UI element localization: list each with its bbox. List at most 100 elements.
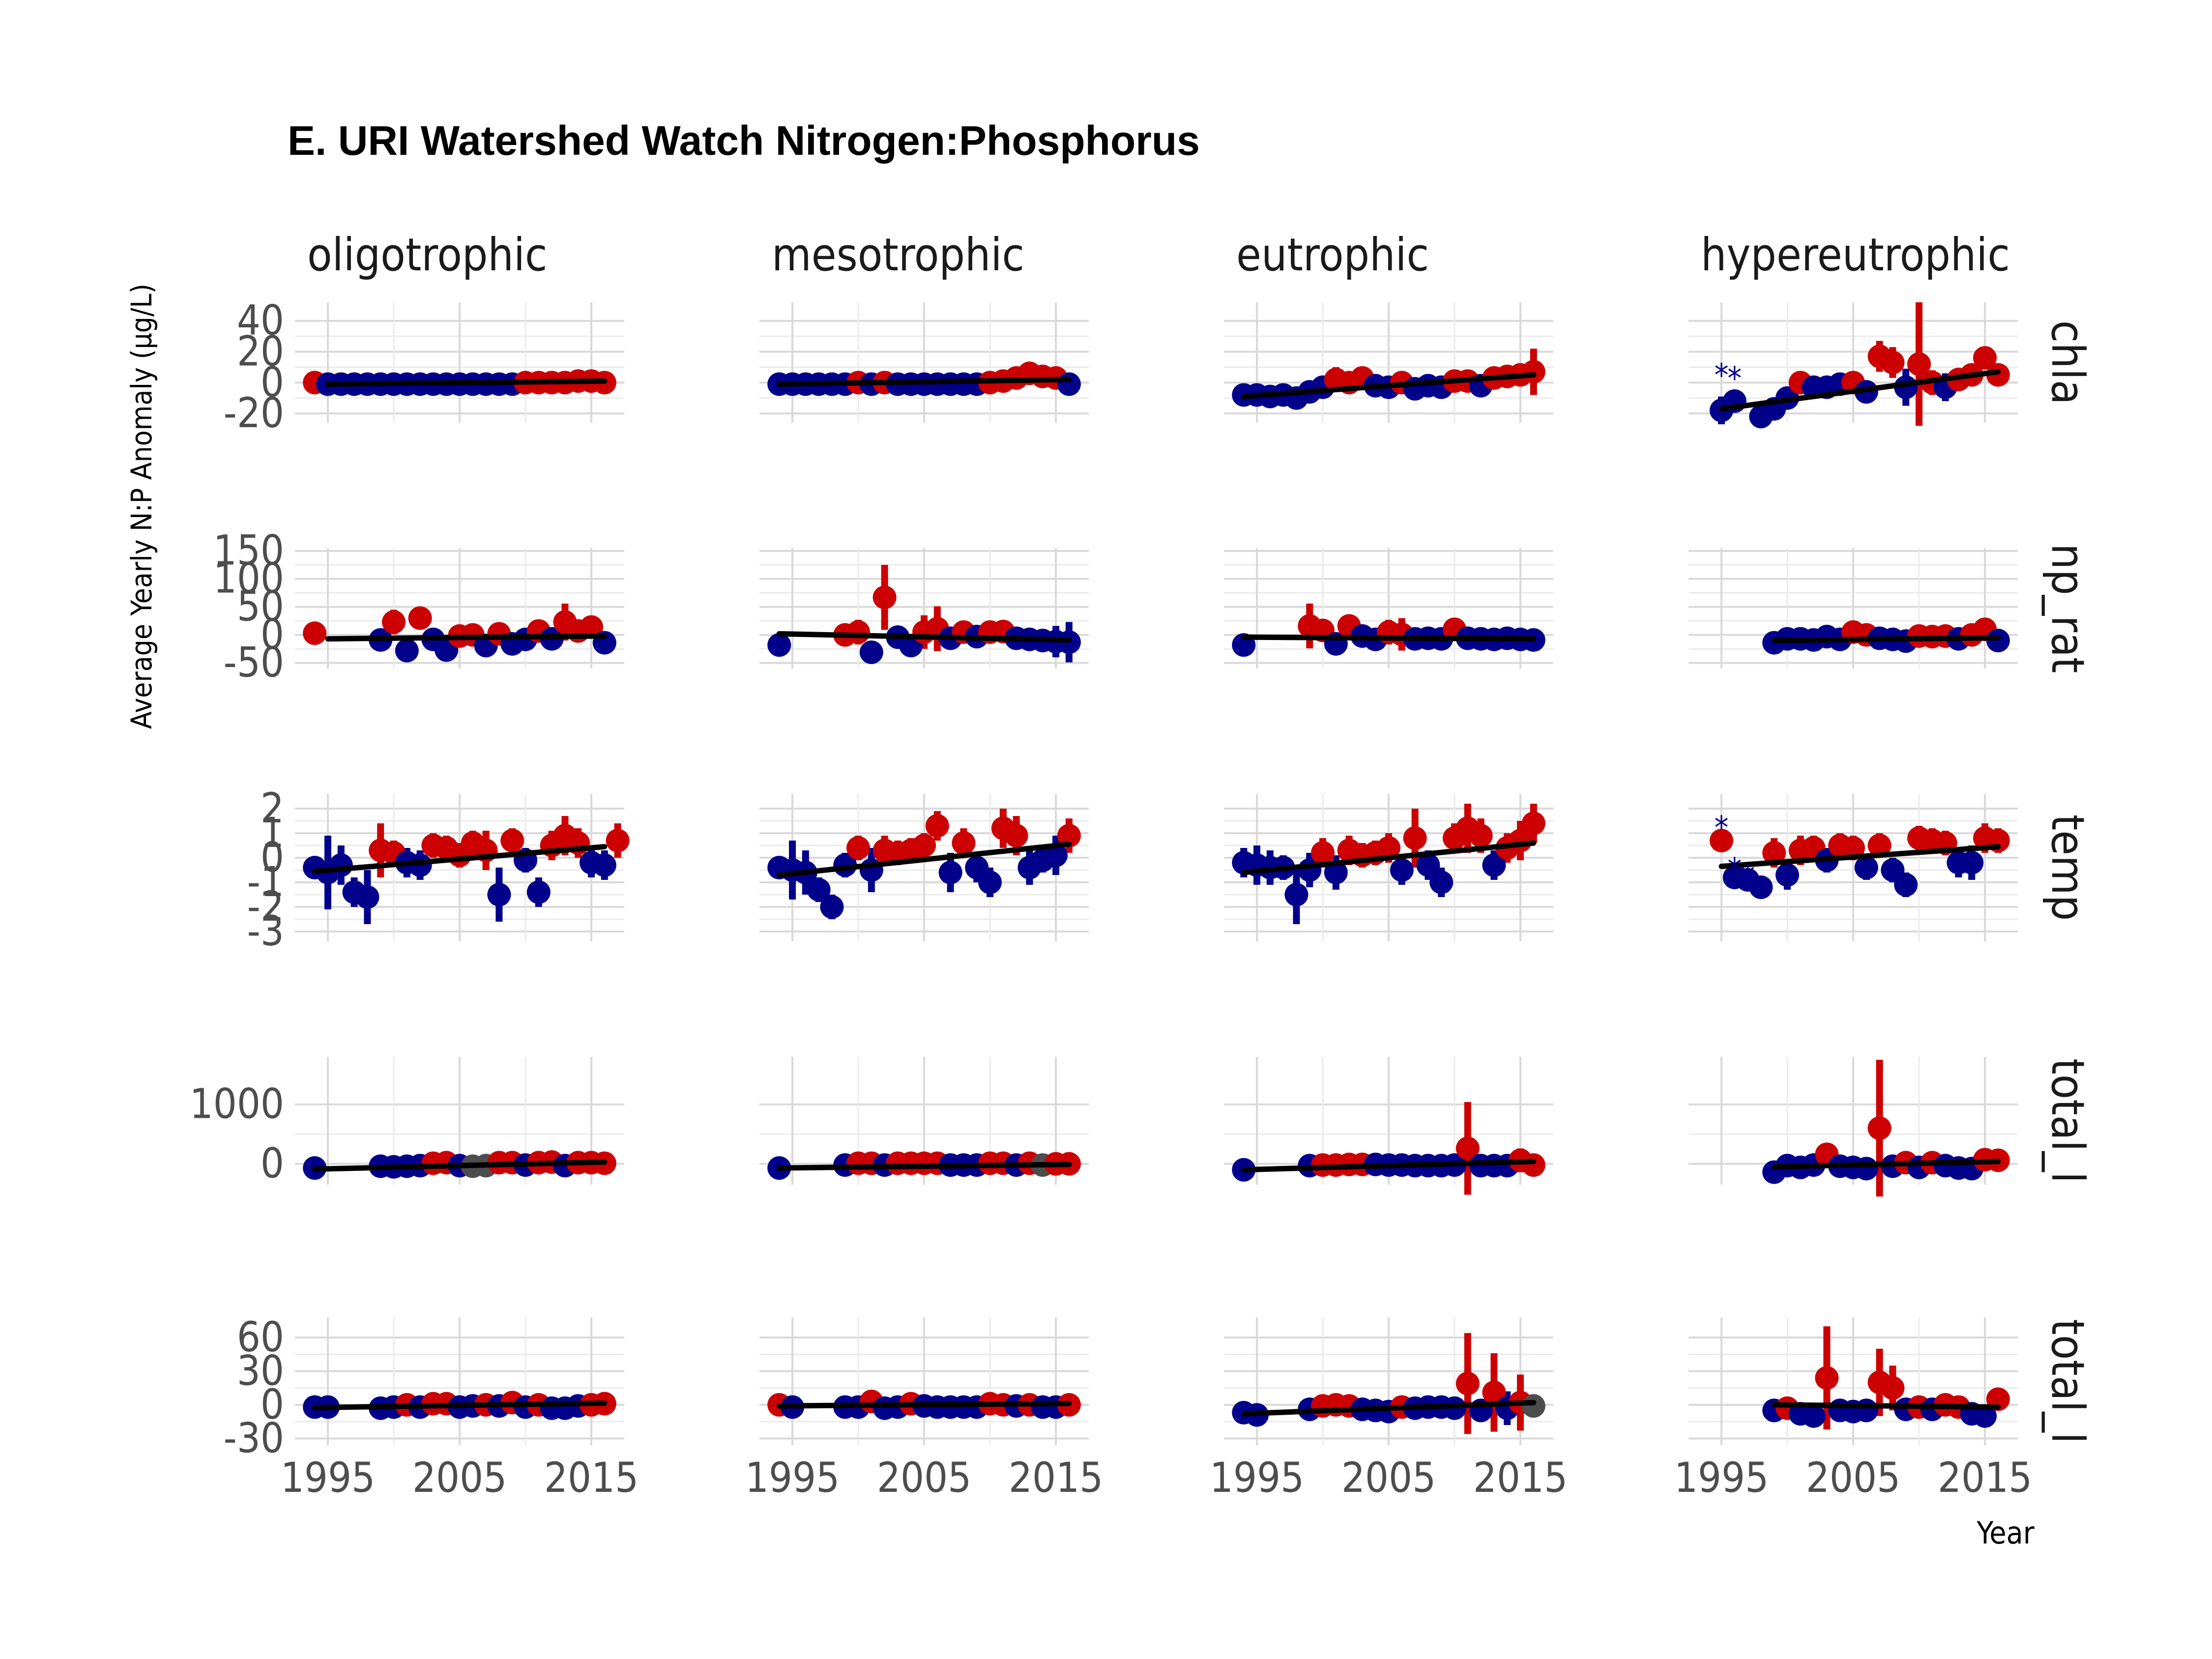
panel-eutrophic-chla — [1224, 302, 1553, 423]
data-point — [1894, 873, 1918, 897]
data-point — [1324, 861, 1348, 884]
panel-hypereutrophic-total_l: 1995 2005 2015 — [1674, 1317, 2032, 1502]
trend-line — [776, 1162, 1072, 1171]
data-point — [606, 829, 630, 852]
significance-star: * — [1715, 810, 1729, 846]
trend-line — [776, 631, 1072, 643]
data-point — [1762, 841, 1786, 865]
y-tick-label: 0 — [261, 358, 284, 406]
data-point — [329, 853, 353, 877]
data-point — [1749, 875, 1773, 899]
y-tick-label: 30 — [237, 1346, 284, 1395]
data-point — [912, 834, 936, 857]
x-tick-label: 2005 — [877, 1454, 971, 1502]
panel-mesotrophic-np_rat — [759, 548, 1089, 669]
data-point — [1986, 363, 2010, 387]
y-tick-label: 100 — [213, 554, 284, 603]
data-point — [382, 610, 406, 634]
y-tick-label: -3 — [247, 907, 284, 955]
trend-line — [1241, 840, 1537, 875]
significance-star: * — [1741, 859, 1755, 896]
data-point — [1841, 836, 1865, 860]
trend-line — [312, 844, 608, 874]
y-tick-label: 1 — [261, 809, 284, 857]
strip-label-hypereutrophic: hypereutrophic — [1701, 229, 2010, 281]
panel-mesotrophic-total_l — [759, 1057, 1089, 1185]
trend-line — [1771, 635, 2001, 643]
panel-hypereutrophic-total_l — [1688, 1057, 2018, 1197]
strip-label-total_l: total_l — [2041, 1319, 2094, 1444]
chart-title: E. URI Watershed Watch Nitrogen:Phosphor… — [288, 117, 1200, 164]
y-tick-label: 50 — [237, 582, 284, 631]
trend-line — [776, 377, 1072, 387]
data-point — [487, 883, 511, 906]
data-point — [1390, 858, 1414, 882]
x-tick-label: 2005 — [1341, 1454, 1436, 1502]
data-point — [1907, 352, 1931, 376]
panel-eutrophic-total_l — [1224, 1057, 1553, 1195]
data-point — [807, 878, 831, 902]
data-point — [1854, 1398, 1878, 1423]
strip-label-chla: chla — [2041, 320, 2094, 405]
panel-eutrophic-temp — [1224, 794, 1553, 941]
data-point — [1044, 844, 1068, 867]
data-point — [1482, 1380, 1506, 1404]
panel-eutrophic-total_l: 1995 2005 2015 — [1210, 1317, 1568, 1502]
data-point — [355, 885, 379, 909]
data-point — [1973, 346, 1997, 370]
data-point — [1521, 812, 1545, 835]
trend-line — [1241, 1159, 1537, 1173]
data-point — [1881, 1376, 1905, 1400]
data-point — [767, 633, 791, 657]
data-point — [1815, 1366, 1839, 1390]
data-point — [526, 880, 551, 904]
data-point — [820, 895, 844, 919]
data-point — [873, 585, 897, 610]
data-point — [408, 606, 432, 630]
significance-star: * — [1727, 852, 1742, 888]
x-axis-label: Year — [1976, 1515, 2034, 1551]
y-tick-label: 0 — [261, 611, 284, 659]
trend-line — [1241, 634, 1537, 642]
data-point — [1521, 1153, 1545, 1177]
data-point — [1521, 360, 1545, 384]
trend-line — [325, 378, 608, 387]
panel-mesotrophic-total_l: 1995 2005 2015 — [745, 1317, 1103, 1502]
trend-line — [1718, 369, 2001, 412]
panel-oligotrophic-total_l: 0 1000 — [190, 1057, 624, 1188]
data-point — [1057, 824, 1081, 847]
data-point — [1867, 1116, 1892, 1140]
y-tick-label: 0 — [261, 1380, 284, 1428]
y-tick-label: -2 — [247, 882, 284, 931]
data-point — [592, 853, 616, 877]
data-point — [1482, 853, 1506, 877]
data-point — [1057, 372, 1081, 396]
y-tick-label: 0 — [261, 833, 284, 881]
data-point — [952, 831, 976, 855]
x-tick-label: 2005 — [1806, 1454, 1900, 1502]
data-point — [1854, 856, 1878, 879]
significance-star: * — [1715, 357, 1729, 394]
x-tick-label: 1995 — [1674, 1454, 1769, 1502]
panel-grid: oligotrophic mesotrophic eutrophic hypereut… — [190, 229, 2094, 1502]
y-tick-label: 0 — [261, 1139, 284, 1188]
data-point — [1469, 824, 1493, 847]
x-tick-label: 1995 — [1210, 1454, 1304, 1502]
strip-label-mesotrophic: mesotrophic — [772, 229, 1024, 281]
x-tick-label: 2015 — [1473, 1454, 1568, 1502]
data-point — [1854, 1157, 1878, 1181]
data-point — [1960, 851, 1984, 874]
y-tick-label: 2 — [261, 784, 284, 832]
y-tick-label: -50 — [224, 639, 284, 687]
trend-line — [1241, 372, 1537, 400]
x-tick-label: 2005 — [412, 1454, 507, 1502]
panel-eutrophic-np_rat — [1224, 548, 1553, 669]
panel-mesotrophic-chla — [759, 302, 1089, 423]
y-tick-label: 150 — [213, 526, 284, 575]
y-tick-label: -1 — [247, 858, 284, 906]
strip-label-total_l: total_l — [2041, 1058, 2094, 1183]
x-tick-label: 2015 — [1938, 1454, 2032, 1502]
